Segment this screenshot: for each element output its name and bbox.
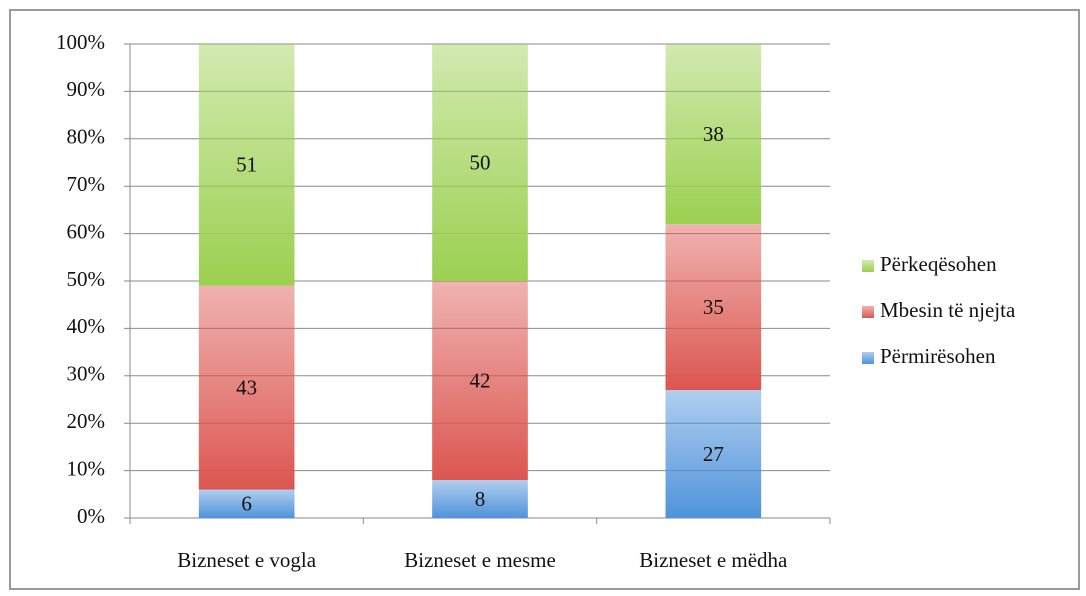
data-label: 27 [703, 442, 724, 466]
y-tick-label: 10% [67, 456, 106, 480]
data-label: 8 [475, 487, 486, 511]
y-tick-label: 100% [56, 30, 105, 54]
x-tick-label: Bizneset e mesme [404, 548, 556, 572]
y-tick-label: 40% [67, 314, 106, 338]
chart-frame [9, 9, 1080, 590]
bar-segment [665, 390, 762, 518]
y-tick-label: 0% [77, 504, 105, 528]
y-tick-label: 50% [67, 267, 106, 291]
bar-segment [198, 489, 295, 518]
legend-label: Përmirësohen [880, 344, 996, 368]
y-tick-label: 80% [67, 125, 106, 149]
data-label: 51 [236, 153, 257, 177]
bar-segment [432, 480, 528, 518]
data-label: 50 [470, 150, 491, 174]
x-tick-label: Bizneset e vogla [177, 548, 316, 572]
y-tick-label: 60% [67, 219, 106, 243]
data-label: 42 [470, 368, 491, 392]
y-tick-label: 30% [67, 362, 106, 386]
bar-segment [198, 44, 295, 286]
data-label: 35 [703, 295, 724, 319]
data-label: 38 [703, 122, 724, 146]
legend-label: Mbesin të njejta [880, 298, 1016, 322]
bar-segment [665, 44, 762, 225]
bar-segment [432, 44, 528, 281]
x-tick-label: Bizneset e mëdha [639, 548, 788, 572]
y-tick-label: 70% [67, 172, 106, 196]
legend-swatch [862, 260, 874, 272]
y-tick-label: 90% [67, 77, 106, 101]
bar-segment [198, 285, 295, 490]
legend-swatch [862, 306, 874, 318]
data-label: 6 [241, 492, 252, 516]
y-tick-label: 20% [67, 409, 106, 433]
bar-segment [665, 224, 762, 391]
bar-segment [432, 281, 528, 481]
legend-swatch [862, 352, 874, 364]
legend-label: Përkeqësohen [880, 252, 997, 276]
data-label: 43 [236, 375, 257, 399]
